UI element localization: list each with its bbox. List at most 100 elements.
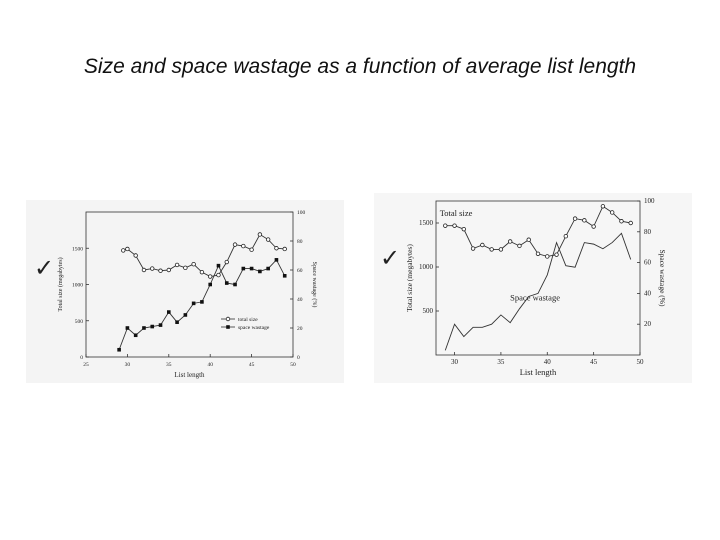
- y-left-tick-label: 1500: [72, 246, 83, 252]
- data-point: [125, 246, 130, 252]
- data-point: [158, 268, 163, 273]
- data-point: [600, 204, 606, 209]
- y-left-tick-label: 500: [75, 319, 84, 325]
- data-point: [158, 323, 163, 327]
- y-left-tick-label: 0: [80, 355, 83, 361]
- checkmark-icon: ✓: [380, 244, 401, 272]
- legend-marker: [225, 316, 231, 322]
- x-tick-label: 25: [83, 362, 89, 368]
- data-point: [452, 223, 457, 228]
- y-right-axis-label: Space wastage (%): [658, 249, 667, 307]
- y-right-tick-label: 40: [644, 289, 652, 297]
- y-left-tick-label: 1000: [72, 283, 83, 289]
- data-point: [199, 269, 205, 275]
- x-tick-label: 35: [166, 362, 172, 368]
- y-left-tick-label: 1500: [419, 219, 434, 227]
- legend-label: total size: [238, 317, 258, 323]
- data-point: [563, 234, 569, 239]
- y-right-tick-label: 40: [297, 297, 303, 303]
- y-left-tick-label: 500: [423, 307, 434, 315]
- data-point: [125, 326, 130, 330]
- data-point: [249, 247, 254, 252]
- data-point: [150, 324, 155, 329]
- data-point: [489, 247, 494, 252]
- x-tick-label: 50: [637, 358, 645, 366]
- data-point: [175, 320, 179, 324]
- data-point: [545, 254, 550, 259]
- y-right-tick-label: 100: [297, 210, 306, 216]
- x-axis-label: List length: [174, 371, 205, 379]
- data-point: [183, 313, 188, 317]
- data-point: [207, 274, 213, 279]
- data-point: [167, 310, 171, 314]
- scanned-chart-left: [26, 200, 344, 383]
- legend-marker: [226, 325, 230, 329]
- x-tick-label: 30: [451, 358, 459, 366]
- data-point: [216, 272, 221, 278]
- x-tick-label: 50: [290, 362, 296, 368]
- data-point: [200, 300, 204, 304]
- data-point: [166, 267, 171, 273]
- data-point: [241, 266, 246, 271]
- data-point: [265, 237, 271, 242]
- data-point: [266, 266, 270, 271]
- slide-title: Size and space wastage as a function of …: [83, 55, 637, 78]
- data-point: [274, 258, 279, 262]
- data-point: [258, 269, 262, 274]
- y-right-tick-label: 60: [297, 268, 303, 274]
- data-point: [141, 267, 147, 273]
- data-point: [150, 266, 155, 271]
- data-point: [117, 347, 121, 352]
- data-point: [526, 237, 531, 242]
- checkmark-icon: ✓: [34, 254, 55, 282]
- data-point: [582, 218, 587, 223]
- y-right-tick-label: 0: [297, 355, 300, 361]
- data-point: [443, 223, 448, 228]
- data-point: [232, 242, 238, 247]
- data-point: [470, 246, 476, 251]
- data-point: [480, 242, 485, 248]
- y-left-axis-label: Total size (megabytes): [405, 244, 414, 312]
- data-point: [241, 243, 246, 249]
- data-point: [174, 262, 180, 268]
- legend-label: space wastage: [238, 325, 270, 331]
- data-point: [224, 259, 229, 265]
- y-right-tick-label: 100: [644, 197, 655, 205]
- series-line: [444, 232, 632, 351]
- x-tick-label: 30: [125, 362, 131, 368]
- data-point: [233, 282, 237, 287]
- y-right-axis-label: Space wastage (%): [311, 262, 318, 308]
- data-point: [591, 224, 596, 229]
- data-point: [282, 246, 287, 252]
- data-point: [121, 248, 126, 253]
- data-point: [208, 282, 212, 287]
- data-point: [183, 265, 188, 271]
- x-tick-label: 40: [544, 358, 552, 366]
- data-point: [619, 219, 624, 224]
- data-point: [282, 274, 287, 278]
- data-point: [609, 210, 615, 215]
- x-tick-label: 45: [590, 358, 598, 366]
- data-point: [224, 281, 229, 285]
- y-right-tick-label: 80: [297, 239, 303, 245]
- x-tick-label: 40: [207, 362, 213, 368]
- data-point: [191, 261, 196, 267]
- y-left-axis-label: Total size (megabytes): [57, 257, 64, 311]
- data-point: [628, 220, 633, 226]
- data-point: [133, 253, 138, 258]
- annotation-label: Total size: [440, 208, 473, 218]
- data-point: [191, 301, 196, 306]
- data-point: [216, 263, 221, 268]
- data-point: [257, 232, 263, 237]
- y-right-tick-label: 80: [644, 228, 652, 236]
- data-point: [535, 251, 541, 256]
- data-point: [507, 239, 513, 244]
- data-point: [133, 333, 138, 338]
- chart-right: 30 35 40 45 50 500 1000 1500 20 40 60 80 100 List len…: [405, 197, 667, 377]
- data-point: [572, 216, 578, 221]
- data-point: [249, 266, 254, 271]
- x-tick-label: 35: [497, 358, 505, 366]
- y-left-tick-label: 1000: [419, 263, 434, 271]
- plot-frame: [435, 200, 641, 356]
- data-point: [517, 243, 522, 249]
